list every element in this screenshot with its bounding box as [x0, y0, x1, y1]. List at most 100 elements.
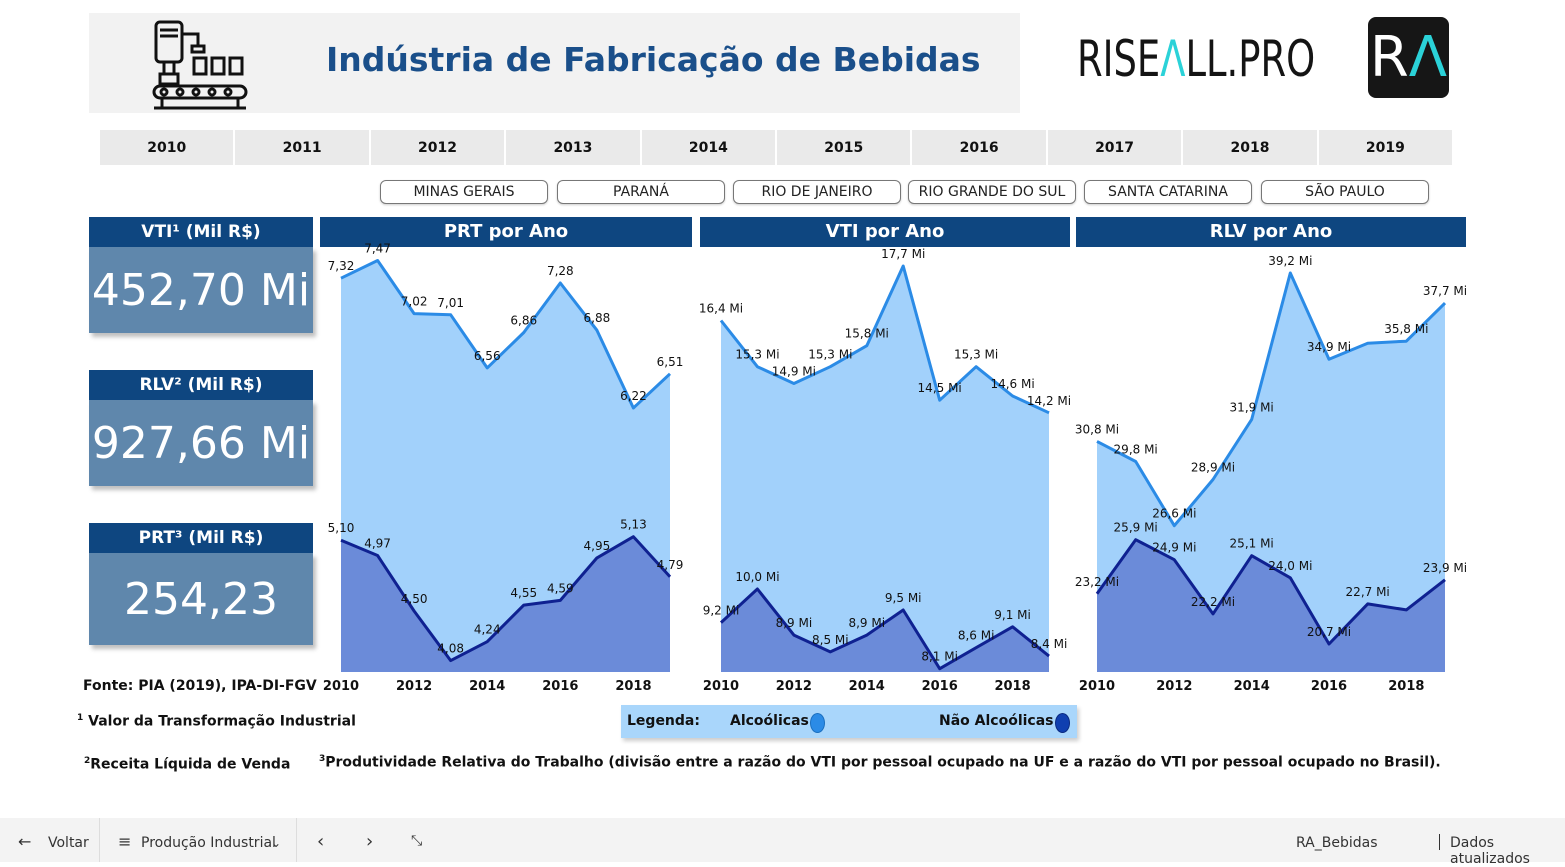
data-label: 15,3 Mi — [735, 348, 779, 362]
data-label: 35,8 Mi — [1384, 322, 1428, 336]
year-button-2019[interactable]: 2019 — [1318, 130, 1453, 165]
x-tick-label: 2012 — [396, 679, 432, 694]
data-label: 9,1 Mi — [994, 608, 1031, 622]
data-label: 8,1 Mi — [921, 650, 958, 664]
page-title: Indústria de Fabricação de Bebidas — [326, 40, 981, 79]
data-label: 17,7 Mi — [881, 247, 925, 261]
divider — [1439, 834, 1440, 850]
data-label: 10,0 Mi — [735, 570, 779, 584]
factory-icon — [152, 20, 248, 110]
year-button-2011[interactable]: 2011 — [235, 130, 369, 165]
year-button-2013[interactable]: 2013 — [506, 130, 640, 165]
chart-title: VTI por Ano — [700, 217, 1070, 247]
chart-rlv: RLV por Ano — [1076, 217, 1466, 247]
divider — [99, 818, 100, 862]
bottom-bar: ← Voltar ≡ Produção Industrial ⌄ ‹ › ⤡ R… — [0, 818, 1565, 867]
year-button-2015[interactable]: 2015 — [777, 130, 911, 165]
data-label: 4,97 — [364, 537, 391, 551]
chart-legend: Legenda: Alcoólicas Não Alcoólicas — [621, 705, 1077, 738]
year-button-2010[interactable]: 2010 — [100, 130, 234, 165]
data-label: 14,9 Mi — [772, 364, 816, 378]
x-tick-label: 2016 — [542, 679, 578, 694]
footnote-2-marker: 2 — [84, 756, 91, 766]
chart-title: PRT por Ano — [320, 217, 692, 247]
data-label: 8,5 Mi — [812, 633, 849, 647]
x-tick-label: 2010 — [1079, 679, 1115, 694]
chevron-down-icon[interactable]: ⌄ — [271, 836, 282, 850]
back-button[interactable]: Voltar — [48, 835, 89, 851]
data-label: 4,08 — [437, 642, 464, 656]
year-button-2018[interactable]: 2018 — [1183, 130, 1317, 165]
data-label: 4,24 — [474, 623, 501, 637]
data-label: 23,9 Mi — [1423, 561, 1467, 575]
series-line-nao-alcoolicas — [719, 587, 1050, 671]
data-label: 6,51 — [657, 355, 684, 369]
x-tick-label: 2014 — [469, 679, 505, 694]
state-button-mg[interactable]: MINAS GERAIS — [380, 180, 548, 204]
chart-title: RLV por Ano — [1076, 217, 1466, 247]
x-tick-label: 2016 — [1311, 679, 1347, 694]
year-button-2016[interactable]: 2016 — [912, 130, 1046, 165]
year-button-2014[interactable]: 2014 — [641, 130, 776, 165]
legend-alcoolicas[interactable]: Alcoólicas — [730, 713, 809, 729]
data-label: 15,8 Mi — [845, 327, 889, 341]
series-line-nao-alcoolicas — [340, 535, 672, 663]
kpi-title: VTI¹ (Mil R$) — [89, 217, 313, 247]
footnote-2-text: Receita Líquida de Venda — [90, 756, 291, 773]
data-label: 26,6 Mi — [1152, 507, 1196, 521]
fit-screen-icon[interactable]: ⤡ — [411, 833, 423, 849]
data-label: 25,1 Mi — [1230, 537, 1274, 551]
data-label: 24,9 Mi — [1152, 541, 1196, 555]
data-label: 22,2 Mi — [1191, 595, 1235, 609]
area-nao-alcoolicas — [721, 589, 1049, 672]
data-label: 16,4 Mi — [699, 302, 743, 316]
data-label: 5,10 — [328, 521, 355, 535]
year-slicer: 2010 2011 2012 2013 2014 2015 2016 2017 … — [100, 130, 1453, 165]
footnote-1: 1 Valor da Transformação Industrial — [77, 713, 356, 730]
page-list-icon: ≡ — [118, 832, 132, 851]
x-tick-label: 2010 — [323, 679, 359, 694]
data-label: 6,86 — [510, 314, 537, 328]
state-button-sc[interactable]: SANTA CATARINA — [1084, 180, 1252, 204]
data-status: Dados atualizados — [1450, 835, 1530, 867]
x-tick-label: 2012 — [1156, 679, 1192, 694]
data-label: 9,2 Mi — [703, 604, 740, 618]
year-button-2012[interactable]: 2012 — [370, 130, 505, 165]
state-button-rs[interactable]: RIO GRANDE DO SUL — [908, 180, 1076, 204]
year-button-2017[interactable]: 2017 — [1047, 130, 1182, 165]
data-label: 25,9 Mi — [1114, 521, 1158, 535]
data-label: 4,55 — [510, 586, 537, 600]
legend-nao-alcoolicas[interactable]: Não Alcoólicas — [939, 713, 1054, 729]
source-note: Fonte: PIA (2019), IPA-DI-FGV — [83, 678, 317, 694]
data-label: 28,9 Mi — [1191, 461, 1235, 475]
next-page-icon[interactable]: › — [366, 831, 374, 852]
data-label: 39,2 Mi — [1268, 254, 1312, 268]
data-label: 8,9 Mi — [776, 616, 813, 630]
data-label: 6,88 — [584, 311, 611, 325]
footnote-2: 2Receita Líquida de Venda — [84, 756, 290, 773]
back-arrow-icon[interactable]: ← — [18, 832, 32, 851]
data-label: 4,50 — [401, 592, 428, 606]
state-button-rj[interactable]: RIO DE JANEIRO — [733, 180, 901, 204]
data-label: 14,2 Mi — [1027, 394, 1071, 408]
page-selector[interactable]: Produção Industrial — [141, 835, 276, 851]
footnote-3-text: Produtividade Relativa do Trabalho (divi… — [325, 754, 1441, 771]
series-line-alcoolicas — [719, 264, 1050, 415]
report-name: RA_Bebidas — [1296, 835, 1378, 851]
x-tick-label: 2018 — [994, 679, 1030, 694]
data-label: 15,3 Mi — [808, 348, 852, 362]
data-label: 37,7 Mi — [1423, 284, 1467, 298]
x-tick-label: 2014 — [849, 679, 885, 694]
state-button-sp[interactable]: SÃO PAULO — [1261, 180, 1429, 204]
footnote-3: 3Produtividade Relativa do Trabalho (div… — [319, 754, 1441, 771]
x-tick-label: 2014 — [1234, 679, 1270, 694]
kpi-card-rlv: RLV² (Mil R$) 927,66 Mi — [89, 370, 313, 486]
state-button-pr[interactable]: PARANÁ — [557, 180, 725, 204]
x-tick-label: 2016 — [922, 679, 958, 694]
data-label: 6,22 — [620, 389, 647, 403]
x-tick-label: 2010 — [703, 679, 739, 694]
kpi-value: 927,66 Mi — [89, 400, 313, 486]
previous-page-icon[interactable]: ‹ — [317, 831, 325, 852]
footnote-3-marker: 3 — [319, 754, 326, 764]
data-label: 6,56 — [474, 349, 501, 363]
